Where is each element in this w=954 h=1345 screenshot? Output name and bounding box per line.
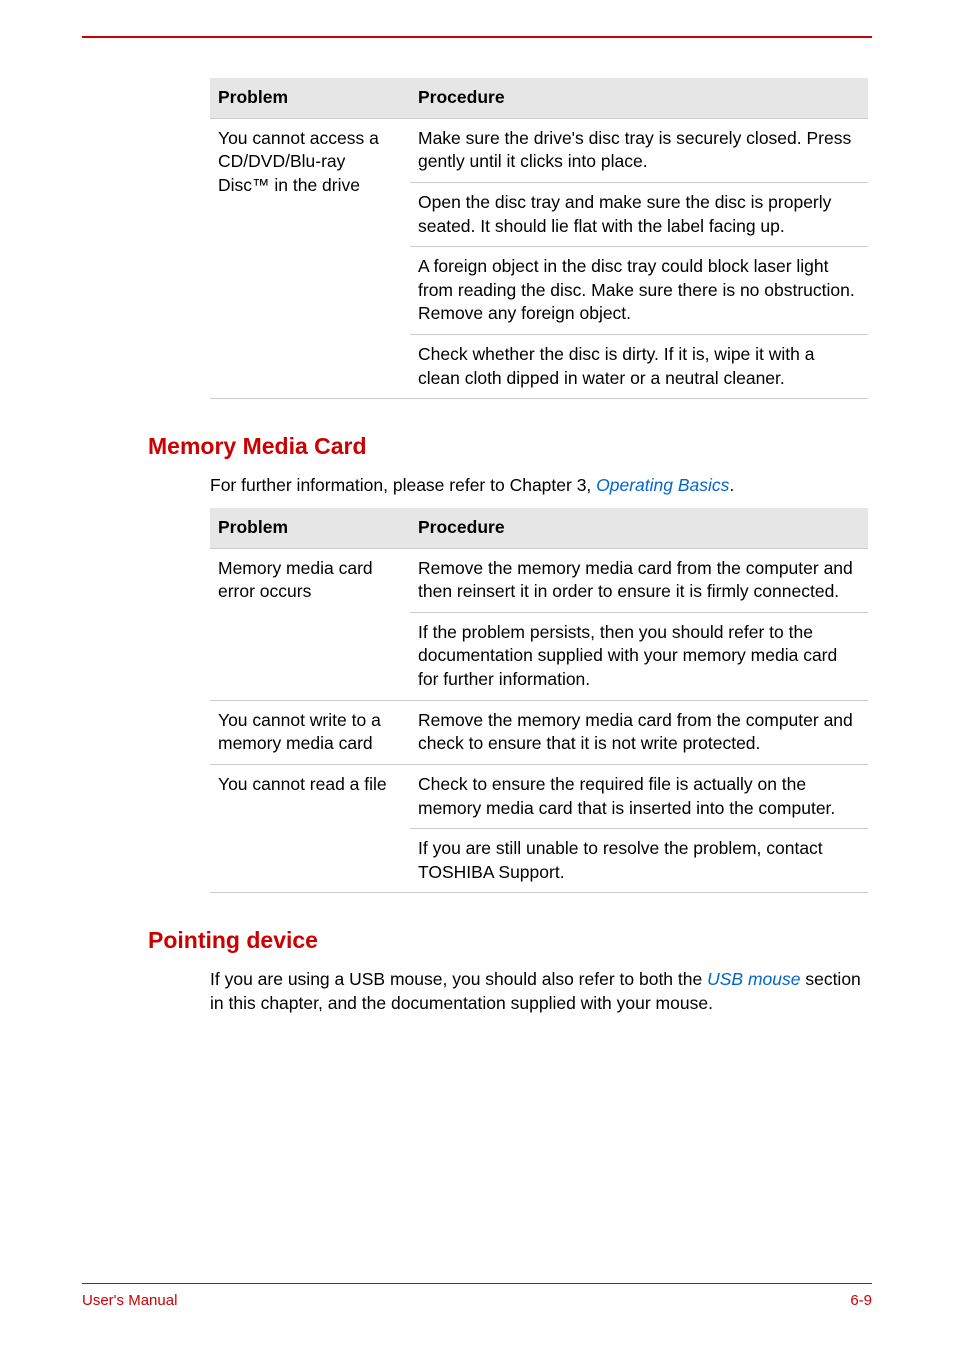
table-header-row: Problem Procedure (210, 78, 868, 118)
procedure-cell: If you are still unable to resolve the p… (410, 829, 868, 893)
table-row: You cannot access a CD/DVD/Blu-ray Disc™… (210, 118, 868, 182)
section-intro: For further information, please refer to… (210, 474, 868, 498)
table-row: You cannot write to a memory media card … (210, 700, 868, 764)
link-operating-basics[interactable]: Operating Basics (596, 475, 729, 495)
intro-suffix: . (729, 475, 734, 495)
disc-drive-table: Problem Procedure You cannot access a CD… (210, 78, 868, 399)
footer-left: User's Manual (82, 1292, 177, 1309)
problem-cell: You cannot read a file (210, 764, 410, 893)
col-header-problem: Problem (210, 508, 410, 548)
procedure-cell: Remove the memory media card from the co… (410, 548, 868, 612)
intro-prefix: For further information, please refer to… (210, 475, 596, 495)
procedure-cell: Check to ensure the required file is act… (410, 764, 868, 828)
table-row: Memory media card error occurs Remove th… (210, 548, 868, 612)
page-content: Problem Procedure You cannot access a CD… (210, 78, 868, 1026)
problem-cell: You cannot write to a memory media card (210, 700, 410, 764)
procedure-cell: Make sure the drive's disc tray is secur… (410, 118, 868, 182)
procedure-cell: Remove the memory media card from the co… (410, 700, 868, 764)
intro-prefix: If you are using a USB mouse, you should… (210, 969, 707, 989)
procedure-cell: A foreign object in the disc tray could … (410, 247, 868, 335)
page-footer: User's Manual 6-9 (82, 1283, 872, 1309)
col-header-procedure: Procedure (410, 78, 868, 118)
table-row: You cannot read a file Check to ensure t… (210, 764, 868, 828)
top-rule (82, 36, 872, 38)
section-heading-memory-media: Memory Media Card (148, 433, 868, 460)
table-header-row: Problem Procedure (210, 508, 868, 548)
problem-cell: Memory media card error occurs (210, 548, 410, 700)
problem-cell: You cannot access a CD/DVD/Blu-ray Disc™… (210, 118, 410, 399)
section-heading-pointing-device: Pointing device (148, 927, 868, 954)
col-header-procedure: Procedure (410, 508, 868, 548)
link-usb-mouse[interactable]: USB mouse (707, 969, 800, 989)
procedure-cell: Check whether the disc is dirty. If it i… (410, 335, 868, 399)
memory-media-table: Problem Procedure Memory media card erro… (210, 508, 868, 894)
section-intro: If you are using a USB mouse, you should… (210, 968, 868, 1015)
footer-right: 6-9 (850, 1292, 872, 1309)
procedure-cell: If the problem persists, then you should… (410, 612, 868, 700)
procedure-cell: Open the disc tray and make sure the dis… (410, 182, 868, 246)
col-header-problem: Problem (210, 78, 410, 118)
